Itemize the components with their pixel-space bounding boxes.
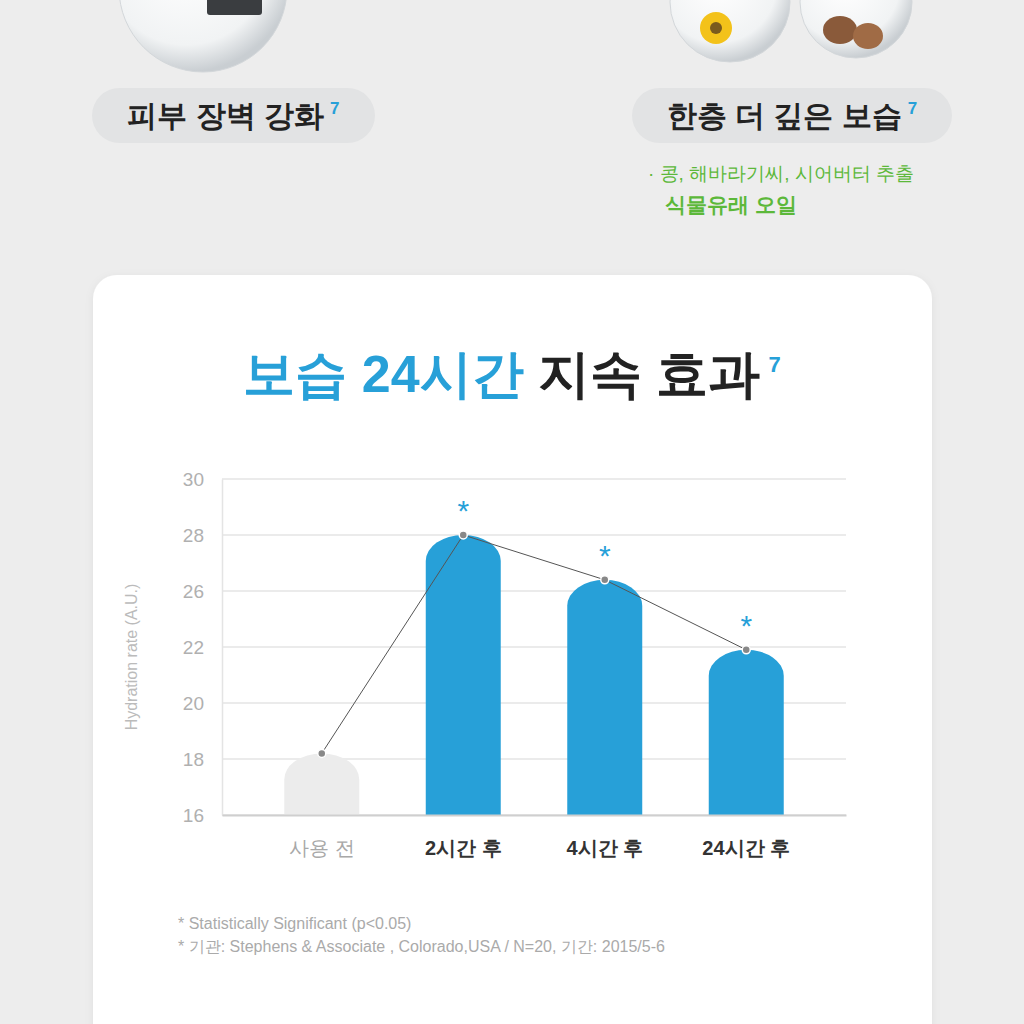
annotation: * bbox=[457, 494, 469, 527]
detail-emphasis: 식물유래 오일 bbox=[665, 193, 797, 216]
y-tick-label: 16 bbox=[183, 805, 204, 826]
y-tick-label: 28 bbox=[183, 525, 204, 546]
point bbox=[318, 749, 326, 757]
marks bbox=[284, 531, 783, 815]
bar bbox=[426, 535, 501, 815]
y-tick-label: 18 bbox=[183, 749, 204, 770]
title-note: 7 bbox=[768, 352, 780, 377]
pill-label: 한층 더 깊은 보습 bbox=[667, 99, 902, 132]
sunflower bbox=[700, 12, 732, 44]
footnote: * 기관: Stephens & Associate , Colorado,US… bbox=[178, 938, 665, 955]
annotation: * bbox=[599, 539, 611, 572]
pill bbox=[92, 88, 375, 143]
nut bbox=[823, 16, 857, 44]
y-tick-label: 22 bbox=[183, 637, 204, 658]
footnote: * Statistically Significant (p<0.05) bbox=[178, 915, 411, 932]
title-highlight: 보습 24시간 bbox=[243, 345, 523, 403]
y-tick: 20 bbox=[183, 693, 222, 714]
sunflower-center bbox=[710, 22, 722, 34]
nut bbox=[853, 23, 883, 49]
x-tick-label: 4시간 후 bbox=[566, 837, 643, 859]
page: 피부 장벽 강화 7 한층 더 깊은 보습 7 · 콩, 해바라기씨, 시어버터 추출식… bbox=[0, 0, 1024, 1024]
y-axis-line bbox=[222, 480, 224, 816]
point bbox=[742, 646, 750, 654]
y-tick-label: 20 bbox=[183, 693, 204, 714]
sphere bbox=[119, 0, 287, 72]
x-tick-label: 2시간 후 bbox=[425, 837, 502, 859]
point bbox=[459, 531, 467, 539]
x-axis: 사용 전 2시간 후 4시간 후 24시간 후 bbox=[223, 815, 847, 859]
sphere bbox=[800, 0, 912, 58]
chart: 16 18 20 22 26 28 30 Hydration rate (A.U.) 사용 전 2… bbox=[123, 469, 847, 860]
grid-line bbox=[222, 646, 846, 648]
y-tick: 22 bbox=[183, 637, 222, 658]
x-tick: 사용 전 bbox=[289, 815, 355, 859]
pill bbox=[632, 88, 952, 143]
x-tick: 2시간 후 bbox=[425, 815, 502, 859]
icon bbox=[207, 0, 262, 15]
bar bbox=[284, 753, 359, 815]
y-tick-label: 26 bbox=[183, 581, 204, 602]
x-tick-label: 사용 전 bbox=[289, 837, 355, 859]
y-axis-title: Hydration rate (A.U.) bbox=[123, 584, 140, 731]
pill-label: 피부 장벽 강화 bbox=[127, 99, 324, 132]
pill-note: 7 bbox=[330, 99, 339, 118]
detail: · 콩, 해바라기씨, 시어버터 추출 bbox=[648, 163, 914, 184]
grid-line bbox=[222, 478, 846, 480]
x-tick: 4시간 후 bbox=[566, 815, 643, 859]
grid-line bbox=[222, 534, 846, 536]
sphere bbox=[670, 0, 790, 62]
pill-text: 피부 장벽 강화 7 bbox=[127, 99, 339, 132]
grid-line bbox=[222, 590, 846, 592]
card bbox=[93, 275, 932, 1024]
point bbox=[601, 576, 609, 584]
y-axis: 16 18 20 22 26 28 30 bbox=[183, 469, 223, 826]
annotation: * bbox=[740, 609, 752, 642]
x-tick: 24시간 후 bbox=[702, 815, 790, 859]
y-tick: 18 bbox=[183, 749, 222, 770]
y-tick: 30 bbox=[183, 469, 222, 490]
title-rest: 지속 효과 bbox=[524, 345, 761, 403]
bar bbox=[709, 650, 784, 815]
x-axis-line bbox=[223, 815, 847, 817]
y-tick-label: 30 bbox=[183, 469, 204, 490]
grid bbox=[222, 479, 846, 815]
pill-text: 한층 더 깊은 보습 7 bbox=[667, 99, 917, 132]
trend-line bbox=[322, 535, 746, 753]
decoration bbox=[119, 0, 912, 72]
title: 보습 24시간 지속 효과 7 bbox=[243, 345, 780, 403]
y-tick: 26 bbox=[183, 581, 222, 602]
y-tick: 28 bbox=[183, 525, 222, 546]
x-tick-label: 24시간 후 bbox=[702, 837, 790, 859]
bar bbox=[567, 580, 642, 815]
pill-note: 7 bbox=[908, 99, 917, 118]
y-tick: 16 bbox=[183, 805, 222, 826]
